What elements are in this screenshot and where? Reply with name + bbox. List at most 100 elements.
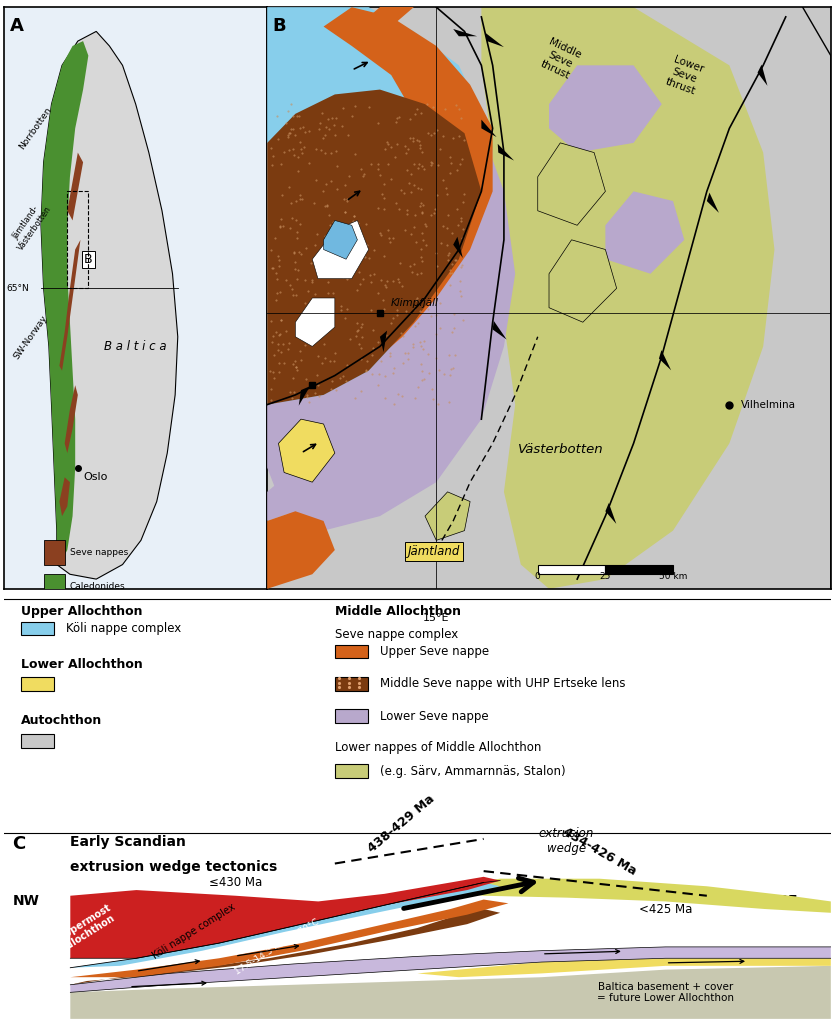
Polygon shape bbox=[380, 331, 387, 352]
Text: (e.g. Särv, Ammarnnäs, Stalon): (e.g. Särv, Ammarnnäs, Stalon) bbox=[380, 765, 566, 778]
Text: Lower nappes of Middle Allochthon: Lower nappes of Middle Allochthon bbox=[335, 741, 541, 755]
Bar bbox=[335, 677, 368, 690]
Polygon shape bbox=[68, 153, 83, 220]
Text: 438-429 Ma: 438-429 Ma bbox=[365, 793, 437, 855]
Text: Lower
Seve
thrust: Lower Seve thrust bbox=[664, 54, 705, 96]
Bar bbox=[43, 541, 64, 564]
Text: Norrbotten: Norrbotten bbox=[18, 105, 53, 152]
Bar bbox=[335, 645, 368, 658]
Text: Oslo: Oslo bbox=[83, 472, 108, 482]
Polygon shape bbox=[267, 434, 369, 521]
Bar bbox=[21, 734, 53, 749]
Polygon shape bbox=[493, 321, 507, 340]
Polygon shape bbox=[324, 220, 357, 259]
Polygon shape bbox=[605, 191, 685, 273]
Polygon shape bbox=[312, 220, 369, 279]
Polygon shape bbox=[481, 7, 775, 589]
Polygon shape bbox=[41, 41, 89, 560]
Bar bbox=[43, 574, 64, 598]
Text: extrusion
wedge: extrusion wedge bbox=[539, 827, 594, 855]
Polygon shape bbox=[278, 419, 335, 482]
Text: extrusion wedge tectonics: extrusion wedge tectonics bbox=[70, 860, 277, 873]
Text: Lower Allochthon: Lower Allochthon bbox=[21, 658, 143, 672]
Polygon shape bbox=[267, 89, 515, 530]
Bar bbox=[605, 564, 673, 574]
Polygon shape bbox=[451, 879, 831, 912]
Polygon shape bbox=[70, 883, 500, 968]
Text: Jämtland-
Västerbotten: Jämtland- Västerbotten bbox=[8, 199, 53, 252]
Polygon shape bbox=[267, 7, 481, 404]
Text: 50 km: 50 km bbox=[659, 572, 687, 581]
Polygon shape bbox=[369, 0, 414, 27]
Text: 25: 25 bbox=[600, 572, 611, 581]
Bar bbox=[335, 764, 368, 778]
Polygon shape bbox=[481, 120, 497, 137]
Bar bbox=[21, 677, 53, 690]
Text: C: C bbox=[13, 836, 26, 853]
Polygon shape bbox=[70, 966, 831, 1019]
Text: Seve nappes: Seve nappes bbox=[70, 548, 129, 557]
Text: 434-426 Ma: 434-426 Ma bbox=[560, 825, 639, 878]
Bar bbox=[21, 622, 53, 635]
Text: Uppermost
Allochthon: Uppermost Allochthon bbox=[55, 903, 119, 953]
Text: Seve nappe complex: Seve nappe complex bbox=[335, 629, 458, 641]
Polygon shape bbox=[70, 909, 500, 985]
Polygon shape bbox=[324, 7, 493, 366]
Text: Köli nappe complex: Köli nappe complex bbox=[151, 902, 237, 962]
Text: 17.5-14.5 kbar/670°C: 17.5-14.5 kbar/670°C bbox=[233, 918, 321, 977]
Polygon shape bbox=[485, 33, 504, 47]
Polygon shape bbox=[425, 492, 470, 541]
Polygon shape bbox=[453, 237, 463, 258]
Text: A: A bbox=[9, 16, 23, 35]
Polygon shape bbox=[59, 240, 80, 371]
Text: Middle Allochthon: Middle Allochthon bbox=[335, 605, 461, 618]
Polygon shape bbox=[70, 947, 831, 992]
Polygon shape bbox=[659, 350, 671, 371]
Bar bbox=[538, 564, 605, 574]
Text: Lower Seve nappe: Lower Seve nappe bbox=[380, 710, 489, 723]
Polygon shape bbox=[418, 958, 831, 977]
Polygon shape bbox=[64, 385, 78, 453]
Polygon shape bbox=[70, 899, 509, 977]
Text: ≤430 Ma: ≤430 Ma bbox=[209, 876, 262, 889]
Text: 0: 0 bbox=[535, 572, 540, 581]
Polygon shape bbox=[299, 386, 310, 406]
Text: B: B bbox=[84, 253, 93, 265]
Polygon shape bbox=[549, 66, 661, 153]
Text: 65°N: 65°N bbox=[7, 284, 29, 293]
Text: SE: SE bbox=[778, 894, 797, 908]
Polygon shape bbox=[757, 65, 767, 86]
Text: Klimpfjäll: Klimpfjäll bbox=[391, 298, 439, 307]
Text: Vilhelmina: Vilhelmina bbox=[741, 399, 796, 410]
Text: Caledonides: Caledonides bbox=[70, 582, 125, 591]
Polygon shape bbox=[538, 143, 605, 225]
Polygon shape bbox=[267, 511, 335, 589]
Text: Baltica basement + cover
= future Lower Allochthon: Baltica basement + cover = future Lower … bbox=[597, 982, 734, 1004]
Polygon shape bbox=[41, 32, 178, 580]
Text: SW-Norway: SW-Norway bbox=[12, 313, 49, 360]
Text: Middle
Seve
thrust: Middle Seve thrust bbox=[538, 37, 583, 82]
Text: <425 Ma: <425 Ma bbox=[639, 902, 692, 915]
Polygon shape bbox=[549, 240, 616, 323]
Text: Upper Allochthon: Upper Allochthon bbox=[21, 605, 142, 618]
Text: Jämtland: Jämtland bbox=[408, 545, 460, 558]
Polygon shape bbox=[296, 298, 335, 346]
Text: 15°E: 15°E bbox=[423, 613, 449, 623]
Polygon shape bbox=[70, 877, 500, 958]
Text: Västerbotten: Västerbotten bbox=[518, 443, 603, 456]
Polygon shape bbox=[59, 477, 70, 516]
Text: Early Scandian: Early Scandian bbox=[70, 836, 186, 849]
Text: NW: NW bbox=[13, 894, 39, 908]
Polygon shape bbox=[267, 89, 481, 404]
Polygon shape bbox=[605, 503, 616, 524]
Polygon shape bbox=[453, 29, 477, 36]
Bar bbox=[335, 709, 368, 723]
Text: Upper Seve nappe: Upper Seve nappe bbox=[380, 645, 489, 658]
Polygon shape bbox=[707, 193, 719, 213]
Text: Middle Seve nappe with UHP Ertseke lens: Middle Seve nappe with UHP Ertseke lens bbox=[380, 677, 625, 690]
Text: B: B bbox=[273, 16, 286, 35]
Text: Autochthon: Autochthon bbox=[21, 714, 102, 727]
Polygon shape bbox=[464, 7, 831, 589]
Text: Köli nappe complex: Köli nappe complex bbox=[66, 622, 181, 635]
Polygon shape bbox=[498, 143, 514, 161]
